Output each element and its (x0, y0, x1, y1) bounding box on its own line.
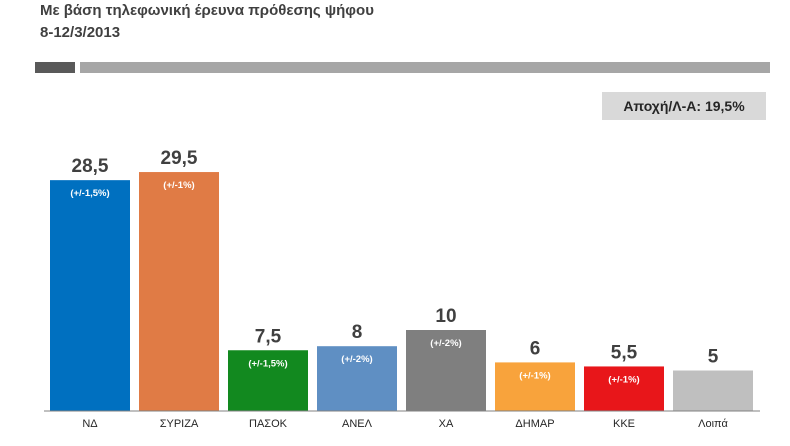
margin-label-2: (+/-1%) (163, 180, 194, 191)
margin-label-1: (+/-1,5%) (70, 188, 109, 199)
value-label-4: 8 (352, 322, 363, 343)
abstention-badge: Αποχή/Λ-Α: 19,5% (602, 92, 766, 120)
category-label-2: ΣΥΡΙΖΑ (160, 418, 199, 430)
value-label-6: 6 (530, 338, 541, 359)
value-label-8: 5 (708, 347, 719, 368)
value-label-1: 28,5 (72, 156, 109, 177)
category-label-3: ΠΑΣΟΚ (249, 418, 288, 430)
value-label-2: 29,5 (161, 148, 198, 169)
category-label-6: ΔΗΜΑΡ (515, 418, 554, 430)
category-label-4: ΑΝΕΛ (342, 418, 373, 430)
category-label-8: Λοιπά (698, 418, 728, 430)
value-label-3: 7,5 (255, 326, 282, 347)
bar-6 (495, 362, 575, 411)
bar-2 (139, 172, 219, 411)
value-label-5: 10 (435, 306, 456, 327)
margin-label-5: (+/-2%) (430, 338, 461, 349)
chart-date: 8-12/3/2013 (40, 24, 121, 41)
bar-1 (50, 180, 130, 411)
category-label-5: ΧΑ (439, 418, 454, 430)
header-accent-bar (35, 62, 75, 73)
category-label-1: ΝΔ (82, 418, 98, 430)
margin-label-6: (+/-1%) (519, 370, 550, 381)
margin-label-3: (+/-1,5%) (248, 358, 287, 369)
margin-label-4: (+/-2%) (341, 354, 372, 365)
category-label-7: ΚΚΕ (613, 418, 635, 430)
chart-title: Με βάση τηλεφωνική έρευνα πρόθεσης ψήφου (40, 2, 374, 19)
margin-label-7: (+/-1%) (608, 374, 639, 385)
bar-4 (317, 346, 397, 411)
bar-5 (406, 330, 486, 411)
value-label-7: 5,5 (611, 342, 638, 363)
bar-8 (673, 370, 753, 411)
bar-3 (228, 350, 308, 411)
bar-7 (584, 366, 664, 411)
header-divider-bar (80, 62, 770, 73)
